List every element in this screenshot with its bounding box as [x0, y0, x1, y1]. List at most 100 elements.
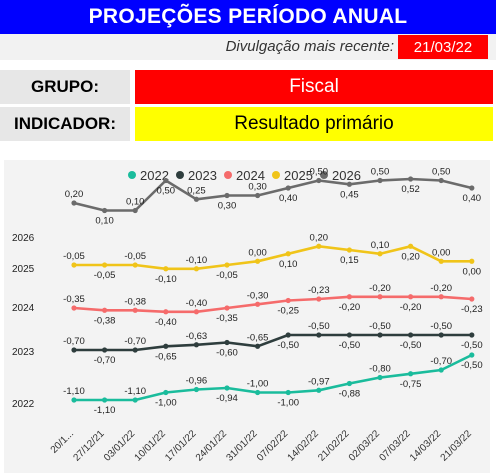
point-2026-7	[285, 185, 291, 191]
point-2025-8	[316, 243, 322, 249]
row-label-2026: 2026	[12, 233, 35, 244]
data-label-2023-8: -0,50	[308, 321, 330, 332]
point-2024-6	[255, 301, 261, 307]
point-2022-9	[346, 380, 352, 387]
series-line-2025	[74, 245, 472, 271]
series-line-2022	[74, 353, 473, 402]
point-2025-6	[255, 258, 261, 264]
legend-marker-2023	[176, 171, 184, 179]
point-2024-0	[71, 305, 77, 311]
point-2026-2	[132, 207, 138, 214]
point-2023-13	[469, 332, 475, 338]
data-label-2025-4: -0,10	[186, 255, 208, 266]
point-2025-5	[224, 262, 230, 268]
release-date-row: Divulgação mais recente: 21/03/22	[0, 34, 496, 60]
data-label-2023-4: -0,63	[186, 331, 208, 342]
data-label-2026-5: 0,30	[218, 201, 237, 212]
data-label-2024-3: -0,40	[155, 317, 177, 328]
point-2022-6	[255, 389, 261, 396]
data-label-2022-7: -1,00	[277, 398, 299, 409]
data-label-2024-12: -0,20	[430, 283, 452, 294]
x-tick-label-7: 07/02/22	[255, 428, 291, 464]
data-label-2026-11: 0,52	[401, 184, 420, 195]
point-2026-8	[316, 177, 322, 184]
x-tick-label-6: 31/01/22	[224, 428, 260, 464]
data-label-2022-3: -1,00	[155, 398, 177, 409]
data-label-2023-12: -0,50	[430, 321, 452, 332]
data-label-2024-2: -0,38	[124, 296, 146, 307]
data-label-2022-11: -0,75	[400, 379, 422, 390]
data-label-2026-4: 0,25	[187, 185, 206, 196]
point-2023-5	[224, 339, 230, 346]
data-label-2025-12: 0,00	[432, 247, 451, 258]
data-label-2026-0: 0,20	[65, 189, 84, 200]
projections-chart-svg: 2022 2023 2024 2025 2026 2026 2025 2024 2023 2022…	[12, 167, 483, 464]
data-label-2025-10: 0,10	[371, 240, 390, 251]
series-line-2024	[73, 295, 472, 314]
data-label-2023-1: -0,70	[94, 355, 116, 366]
data-label-2024-6: -0,30	[247, 290, 269, 301]
data-label-2022-2: -1,10	[124, 386, 146, 397]
indicator-label: INDICADOR:	[0, 107, 130, 141]
x-tick-label-13: 21/03/22	[439, 428, 475, 464]
point-2023-1	[102, 347, 108, 353]
data-label-2023-7: -0,50	[277, 340, 299, 351]
point-2025-7	[285, 251, 291, 257]
row-label-2025: 2025	[12, 264, 35, 275]
legend-label-2026: 2026	[332, 168, 361, 183]
point-2023-7	[285, 332, 291, 338]
point-2026-4	[193, 196, 199, 202]
point-2025-0	[71, 262, 77, 268]
data-label-2024-13: -0,23	[461, 304, 483, 315]
data-label-2025-2: -0,05	[124, 251, 146, 262]
x-tick-label-9: 21/02/22	[316, 428, 352, 464]
data-label-2026-1: 0,10	[95, 216, 114, 227]
x-tick-label-4: 17/01/22	[163, 428, 199, 464]
data-label-2026-3: 0,50	[157, 186, 176, 197]
point-2026-0	[71, 200, 77, 206]
data-label-2026-12: 0,50	[432, 167, 451, 178]
indicator-selector[interactable]: Resultado primário	[135, 107, 493, 141]
series-line-2023	[74, 333, 472, 352]
data-label-2022-5: -0,94	[216, 393, 238, 404]
data-label-2024-7: -0,25	[277, 306, 299, 317]
point-2022-12	[438, 367, 444, 373]
data-label-2026-8: 0,50	[310, 167, 329, 178]
point-2022-11	[408, 371, 414, 377]
point-2023-10	[377, 332, 383, 338]
legend-label-2024: 2024	[236, 168, 265, 183]
point-2022-1	[102, 397, 108, 403]
point-2022-2	[132, 397, 138, 403]
data-label-2022-4: -0,96	[186, 376, 208, 387]
point-2026-12	[438, 177, 444, 184]
data-label-2025-13: 0,00	[463, 266, 482, 277]
data-label-2024-5: -0,35	[216, 313, 238, 324]
data-label-2024-8: -0,23	[308, 285, 330, 296]
point-2023-6	[255, 343, 261, 349]
legend-marker-2022	[128, 171, 136, 179]
release-date-label: Divulgação mais recente:	[225, 38, 394, 55]
data-label-2023-13: -0,50	[461, 340, 483, 351]
data-label-2025-11: 0,20	[401, 251, 420, 262]
point-2025-10	[377, 251, 383, 257]
point-2024-10	[377, 294, 383, 300]
point-2026-5	[224, 192, 230, 199]
x-tick-label-0: 20/1...	[49, 428, 76, 455]
point-2025-9	[346, 247, 352, 253]
point-2024-4	[193, 309, 199, 315]
legend-marker-2024	[224, 171, 232, 179]
point-2025-4	[193, 266, 199, 272]
data-label-2022-6: -1,00	[247, 379, 269, 390]
point-2023-11	[408, 332, 414, 338]
data-label-2023-3: -0,65	[155, 351, 177, 362]
point-2026-1	[102, 207, 108, 214]
point-2025-3	[163, 266, 169, 272]
point-2024-12	[438, 294, 444, 300]
group-selector[interactable]: Fiscal	[135, 70, 493, 104]
data-label-2023-2: -0,70	[124, 336, 146, 347]
point-2023-2	[132, 347, 138, 353]
data-label-2026-13: 0,40	[463, 193, 482, 204]
point-2023-0	[71, 347, 77, 353]
data-label-2025-8: 0,20	[310, 232, 329, 243]
point-2022-8	[316, 387, 322, 393]
